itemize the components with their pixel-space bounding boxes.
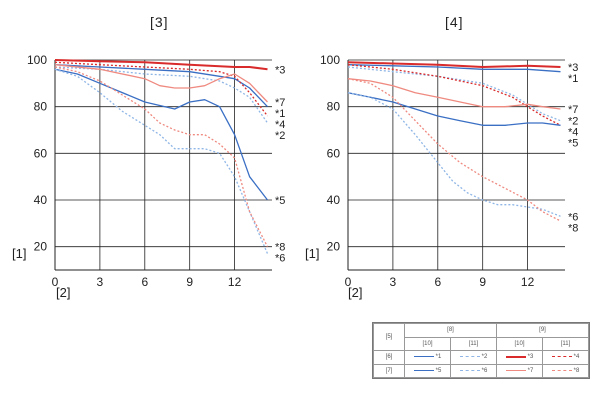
series-label: *6 (275, 253, 285, 265)
series-line-2 (54, 66, 269, 124)
series-label: *1 (568, 73, 578, 85)
x-tick-label: 6 (141, 275, 148, 289)
series-label: *5 (275, 195, 285, 207)
series-label: *3 (568, 62, 578, 74)
series-line-4 (54, 61, 269, 117)
x-tick-label: 12 (521, 275, 535, 289)
series-label: *7 (568, 104, 578, 116)
x-tick-label: 9 (186, 275, 193, 289)
series-line-5 (347, 92, 561, 126)
y-axis-ref-label: [1] (305, 246, 319, 261)
x-tick-label: 6 (434, 275, 441, 289)
y-tick-label: 40 (34, 193, 48, 207)
y-tick-label: 100 (27, 53, 47, 67)
series-line-6 (347, 92, 561, 217)
x-axis-ref-label: [2] (56, 285, 70, 300)
series-line-2 (347, 66, 561, 122)
legend-sub-1: [10] (404, 336, 451, 351)
y-tick-label: 60 (34, 146, 48, 160)
y-tick-label: 80 (34, 100, 48, 114)
y-tick-label: 60 (327, 146, 341, 160)
series-line-3 (54, 59, 268, 71)
series-line-8 (54, 66, 269, 247)
series-line-3 (347, 61, 561, 68)
series-label: *8 (568, 222, 578, 234)
series-label: *4 (275, 119, 285, 131)
series-label: *3 (275, 64, 285, 76)
left-chart-title: [3] (150, 14, 169, 30)
series-label: *8 (275, 242, 285, 254)
series-line-1 (347, 64, 561, 73)
series-label: *7 (275, 97, 285, 109)
legend-sub-4: [11] (542, 336, 589, 351)
series-label: *2 (568, 116, 578, 128)
x-tick-label: 12 (228, 275, 242, 289)
x-tick-label: 3 (390, 275, 397, 289)
legend-item-2: *2 (450, 350, 497, 365)
legend-item-5: *5 (404, 363, 451, 378)
legend-sub-3: [10] (496, 336, 543, 351)
legend-item-6: *6 (450, 363, 497, 378)
series-label: *1 (275, 108, 285, 120)
y-tick-label: 40 (327, 193, 341, 207)
x-tick-label: 3 (97, 275, 104, 289)
y-tick-label: 20 (327, 240, 341, 254)
x-axis-ref-label: [2] (348, 285, 362, 300)
legend-group-a: [8] (404, 323, 497, 338)
legend-group-b: [9] (496, 323, 589, 338)
legend-item-8: *8 (542, 363, 589, 378)
series-line-8 (347, 78, 561, 222)
y-tick-label: 80 (327, 100, 341, 114)
legend-sub-2: [11] (450, 336, 497, 351)
y-tick-label: 100 (320, 53, 340, 67)
y-tick-label: 20 (34, 240, 48, 254)
legend-header: [5] (373, 323, 405, 351)
x-tick-label: 0 (345, 275, 352, 289)
legend-item-1: *1 (404, 350, 451, 365)
series-line-4 (347, 64, 561, 126)
legend-row-1: [6] (373, 350, 405, 365)
series-label: *6 (568, 211, 578, 223)
series-label: *5 (568, 138, 578, 150)
series-line-5 (54, 68, 269, 201)
series-line-1 (54, 64, 268, 108)
series-line-7 (54, 64, 268, 103)
legend-item-7: *7 (496, 363, 543, 378)
y-axis-ref-label: [1] (12, 246, 26, 261)
series-label: *4 (568, 127, 578, 139)
legend-item-4: *4 (542, 350, 589, 365)
legend-table: [5] [8] [9] [10] [11] [10] [11] [6] *1 *… (372, 322, 590, 379)
series-label: *2 (275, 130, 285, 142)
legend-item-3: *3 (496, 350, 543, 365)
series-line-6 (54, 68, 269, 254)
legend-row-2: [7] (373, 363, 405, 378)
x-tick-label: 0 (52, 275, 59, 289)
series-line-7 (347, 78, 561, 110)
right-chart-title: [4] (445, 14, 464, 30)
x-tick-label: 9 (479, 275, 486, 289)
